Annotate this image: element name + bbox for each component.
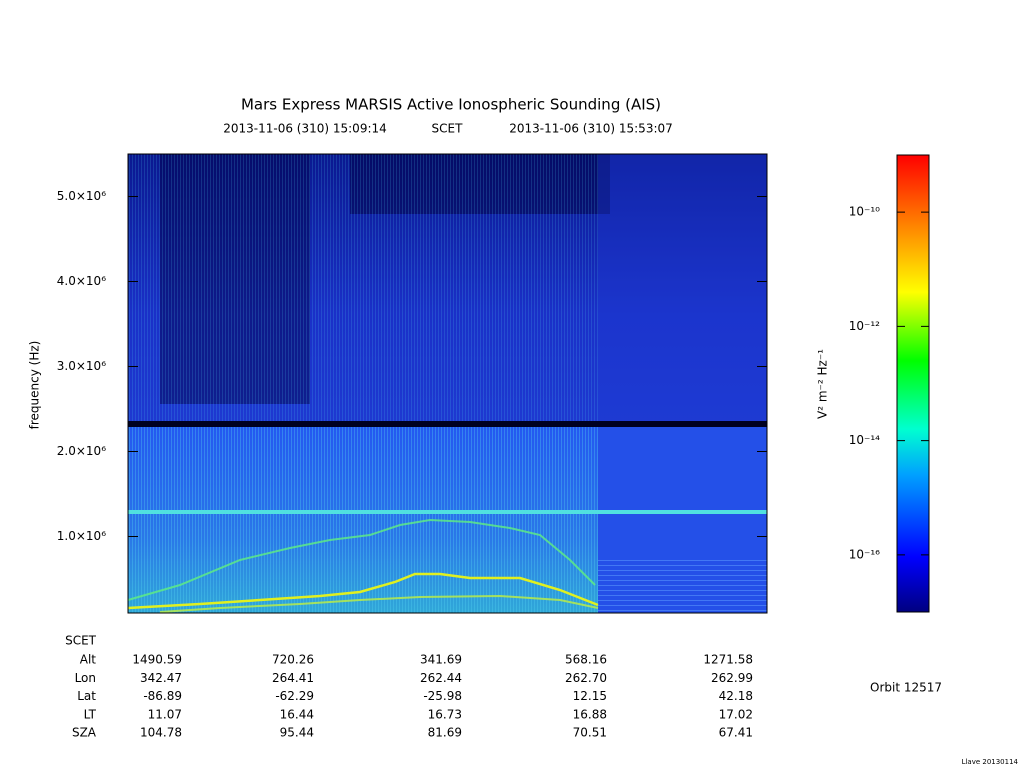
colorbar [896, 154, 930, 613]
ephemeris-value: -25.98 [423, 689, 462, 703]
ephemeris-value: 16.44 [280, 707, 314, 721]
y-tick-label: 1.0×10⁶ [57, 529, 106, 543]
ephemeris-value: 262.44 [420, 671, 462, 685]
ephemeris-value: 16.88 [573, 707, 607, 721]
spectrogram-image [127, 154, 767, 613]
y-tick-label: 5.0×10⁶ [57, 189, 106, 203]
ephemeris-value: 12.15 [573, 689, 607, 703]
ephemeris-value: 264.41 [272, 671, 314, 685]
colorbar-tick-label: 10⁻¹⁶ [849, 547, 880, 561]
ephemeris-value: 1490.59 [132, 653, 182, 667]
ephemeris-value: 342.47 [140, 671, 182, 685]
ephemeris-label: LT [84, 707, 97, 721]
ephemeris-value: 42.18 [719, 689, 753, 703]
ephemeris-label: SZA [72, 726, 97, 740]
ephemeris-value: -62.29 [275, 689, 314, 703]
colorbar-tick-label: 10⁻¹⁴ [849, 433, 880, 447]
ephemeris-value: 104.78 [140, 726, 182, 740]
ephemeris-label: Lon [75, 671, 96, 685]
ephemeris-value: 81.69 [428, 726, 462, 740]
colorbar-label: V² m⁻² Hz⁻¹ [816, 349, 830, 419]
ephemeris-value: 17.02 [719, 707, 753, 721]
ephemeris-value: 568.16 [565, 653, 607, 667]
ephemeris-value: 11.07 [148, 707, 182, 721]
ephemeris-value: 1271.58 [703, 653, 753, 667]
colorbar-tick-label: 10⁻¹² [849, 319, 880, 333]
subtitle-start: 2013-11-06 (310) 15:09:14 [223, 122, 387, 136]
subtitle-end: 2013-11-06 (310) 15:53:07 [509, 122, 673, 136]
ephemeris-value: 95.44 [280, 726, 314, 740]
ephemeris-value: 720.26 [272, 653, 314, 667]
plot-frame [127, 153, 768, 614]
footer: Llave 20130114 [962, 758, 1019, 766]
y-tick-label: 4.0×10⁶ [57, 274, 106, 288]
ephemeris-value: 262.70 [565, 671, 607, 685]
y-tick-label: 3.0×10⁶ [57, 359, 106, 373]
orbit: Orbit 12517 [870, 681, 942, 695]
y-axis-label: frequency (Hz) [28, 341, 42, 430]
ephemeris-value: 341.69 [420, 653, 462, 667]
y-tick-label: 2.0×10⁶ [57, 444, 106, 458]
ephemeris-label: Alt [80, 653, 97, 667]
ephemeris-value: -86.89 [143, 689, 182, 703]
subtitle-mid: SCET [432, 122, 464, 136]
ephemeris-value: 16.73 [428, 707, 462, 721]
ephemeris-value: 70.51 [573, 726, 607, 740]
ephemeris-value: 67.41 [719, 726, 753, 740]
ephemeris-time-label: SCET [65, 634, 97, 648]
ephemeris-value: 262.99 [711, 671, 753, 685]
colorbar-tick-label: 10⁻¹⁰ [849, 205, 880, 219]
ephemeris-label: Lat [77, 689, 96, 703]
chart-title: Mars Express MARSIS Active Ionospheric S… [241, 96, 661, 114]
